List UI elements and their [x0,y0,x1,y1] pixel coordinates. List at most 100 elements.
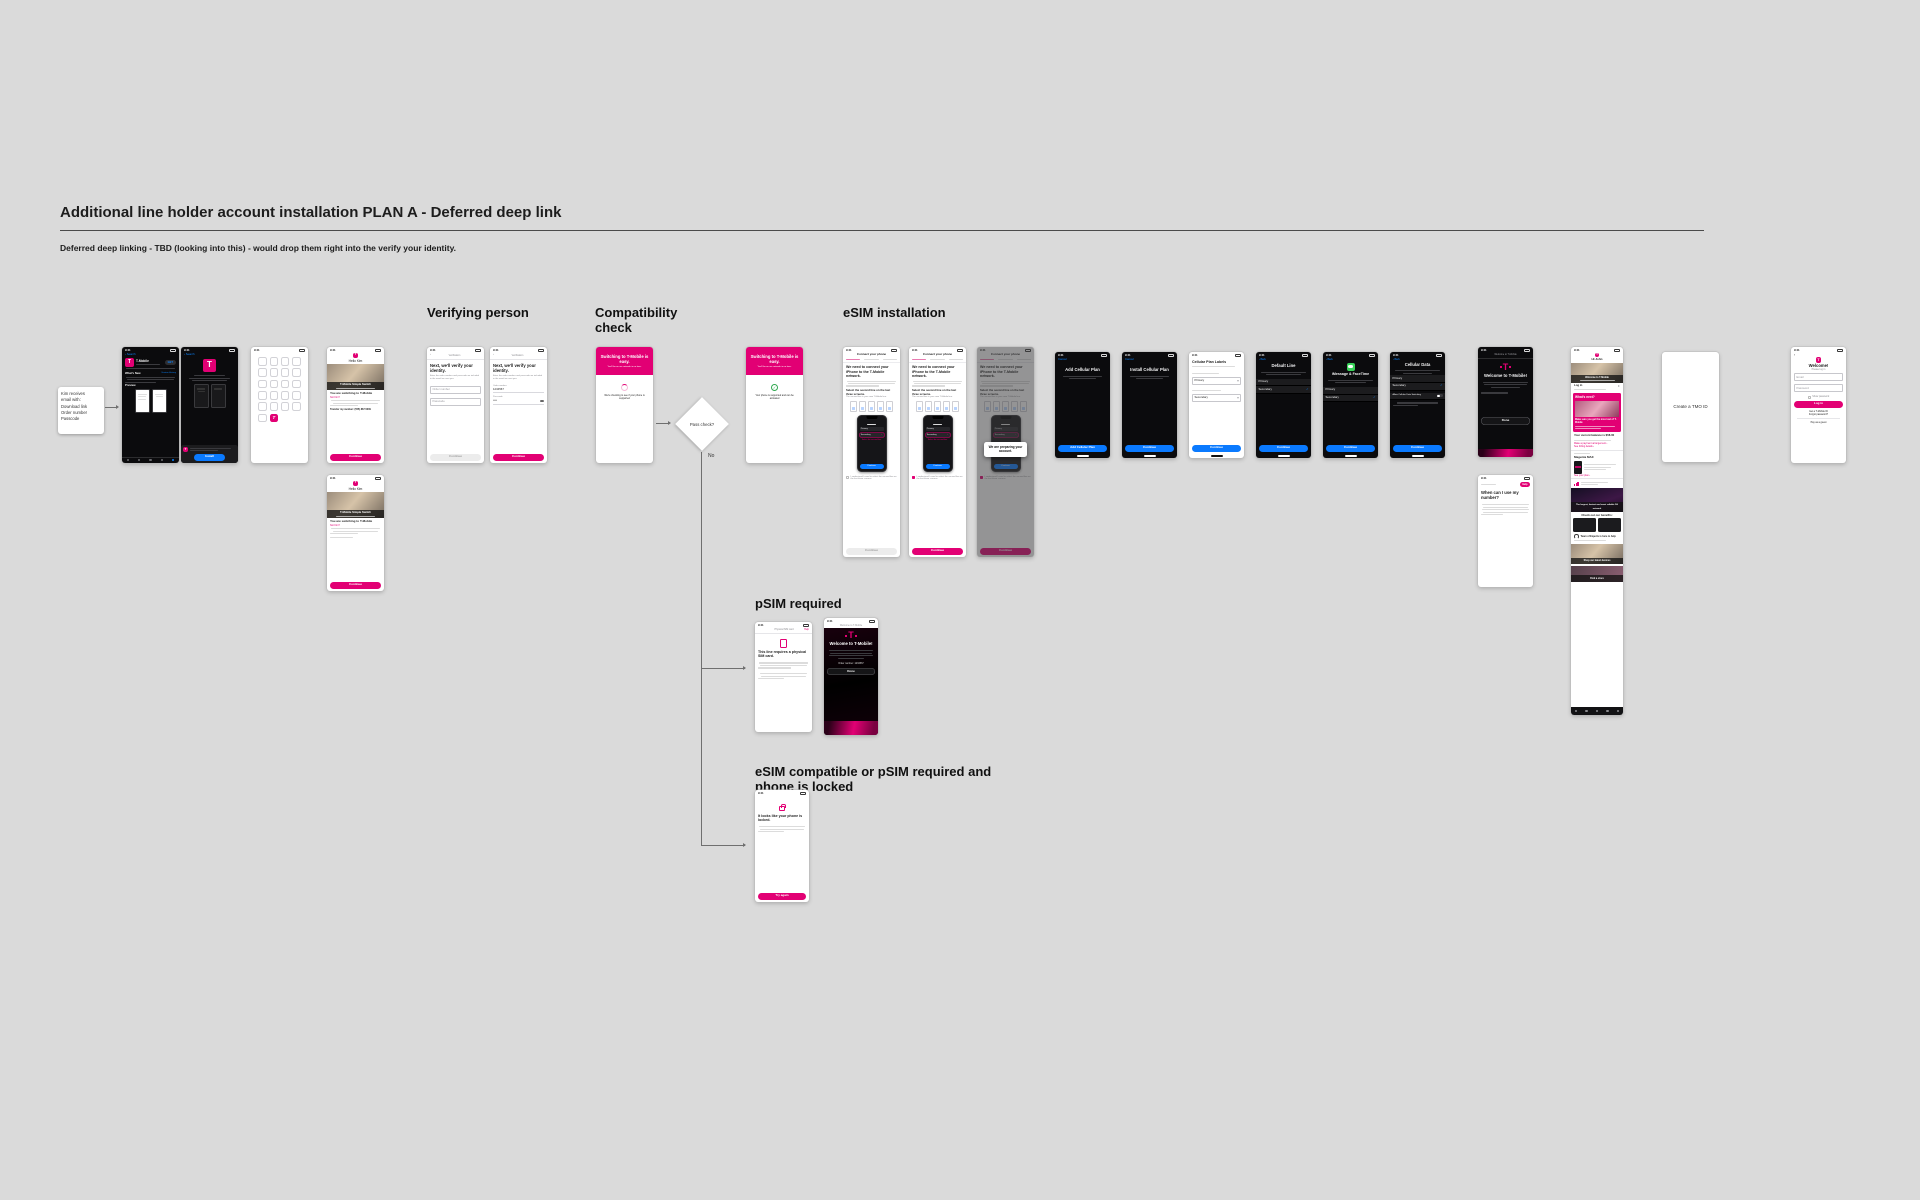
continue-button: Continue [1259,444,1308,452]
ratings-lines [122,367,179,371]
screen-psim-welcome[interactable]: 9:41 Welcome to T-Mobile T Welcome to T-… [824,618,878,735]
network-caption: The largest, fastest and most reliable 5… [1575,504,1619,511]
screen-psim-required[interactable]: 9:41 Physical SIM card Help This line req… [755,622,812,732]
screen-cellular-data[interactable]: 9:41 ‹ Back Cellular Data Primary Second… [1390,352,1445,458]
screen-verify-empty[interactable]: 9:41 ‹ Verification Next, we'll verify yo… [427,347,484,463]
home-indicator [1344,454,1357,457]
mini-continue: Continue [859,464,884,470]
screen-connect-preparing[interactable]: 9:41 Connect your phone We need to conne… [977,347,1034,557]
text-lines [1256,370,1311,376]
nav-title: Connect your phone [922,352,953,357]
screen-appstore-listing[interactable]: 9:41 ‹ Search T T-Mobile GET What's New … [122,347,179,463]
battery-icon [1235,354,1241,357]
title-divider [60,230,1704,231]
text-lines [1478,380,1533,389]
connector-to-psim [701,668,745,669]
balance-text: Your current balance is $58.00 [1574,433,1615,438]
continue-button: Continue [330,581,381,589]
text-lines [1390,401,1445,407]
screen-appstore-install[interactable]: 9:41 ‹ Search T T Install [181,347,238,463]
checkbox-checked-icon [912,475,915,479]
sticky-note[interactable]: Kim receives email with: Download link O… [58,387,104,434]
shop-photo: Shop our latest devices [1571,544,1623,565]
loading-spinner-icon [621,383,628,391]
battery-icon [475,349,481,352]
understand-checkbox-row: I understand I need to select the second… [909,476,966,482]
nav-title: Welcome to T-Mobile [839,624,863,628]
screen-connect-1[interactable]: 9:41 Connect your phone We need to conne… [843,347,900,557]
install-button: Install [193,454,226,461]
magenta-swoosh [1478,449,1533,457]
label-select-2: Secondary [1192,393,1241,402]
magenta-header: Switching to T-Mobile is easy. You'll be… [596,347,653,375]
back-icon: ‹ [493,352,494,357]
plan-phone-thumbnail [1574,460,1582,474]
battery-icon [1837,349,1843,352]
screen-hello-kim-variant[interactable]: 9:41 T Hello Kim T-Mobile Simple Switch … [327,475,384,591]
text-lines [122,375,179,384]
screen-app-home-feed[interactable]: 9:41 T Hi John Welcome to T-Mobile Log i… [1571,347,1623,715]
status-bar: 9:41 [755,622,812,628]
screen-connect-2[interactable]: 9:41 Connect your phone We need to conne… [909,347,966,557]
continue-button: Continue [430,453,481,461]
select-instruction: Select the second line on the last three… [846,387,891,396]
phone-illustration: Primary Secondary ✓ Select the second lin… [856,415,887,473]
continue-button: Continue [1192,444,1241,452]
switching-heading: You are switching to T-Mobile [330,390,373,395]
appstore-tab-bar [122,456,179,463]
arrowhead [116,404,121,409]
toggle-icon [1437,394,1443,398]
pink-link-line [1478,391,1533,395]
connector-note-to-store [105,407,117,408]
tmobile-logo: T [1595,353,1599,358]
screen-compat-passed[interactable]: Switching to T-Mobile is easy. You'll be… [746,347,803,463]
text-lines [1571,539,1623,543]
page-subtitle: Deferred deep linking - TBD (looking int… [60,243,457,253]
text-lines [136,363,160,365]
line-option-primary: Primary [1323,386,1378,395]
magenta-swoosh [824,721,878,735]
screen-imessage-facetime[interactable]: 9:41 ‹ Back iMessage & FaceTime Primary … [1323,352,1378,458]
screen-cellular-plan-labels[interactable]: 9:41 Cellular Plan Labels Primary Second… [1189,352,1244,458]
section-psim-required: pSIM required [755,596,842,611]
label-select-1: Primary [1192,377,1241,386]
nav-title: Connect your phone [856,352,887,357]
screen-verify-filled[interactable]: 9:41 ‹ Verification Next, we'll verify yo… [490,347,547,463]
home-indicator [1143,454,1156,457]
install-sheet: T Install [181,445,238,463]
add-plan-button: Add Cellular Plan [1058,444,1107,452]
text-lines [824,649,878,660]
screen-when-number[interactable]: 9:41 Help When can I use my number? [1478,475,1533,587]
status-bar: 9:41 [427,347,484,353]
home-indicator [1411,454,1424,457]
app-preview-shots [181,384,238,409]
labels-title: Cellular Plan Labels [1192,360,1227,365]
whats-next-photo [1575,400,1619,417]
cancel-link: Cancel [1058,357,1067,362]
locked-title: It looks like your phone is locked. [758,813,803,823]
frame-create-tmo-id[interactable]: Create a TMO ID [1662,352,1719,462]
decision-label: Pass check? [689,421,715,427]
screen-login[interactable]: 9:41 ‹ T Welcome! Please log in Email Pa… [1791,347,1846,463]
screen-home-grid[interactable]: 9:41 [251,347,308,463]
text-lines [327,536,384,540]
text-lines [1189,365,1244,369]
screen-install-cellular-plan[interactable]: 9:41 Cancel Install Cellular Plan Contin… [1122,352,1177,458]
screen-default-line[interactable]: 9:41 ‹ Back Default Line Primary Seconda… [1256,352,1311,458]
imessage-icon [1346,362,1355,371]
section-compatibility-check: Compatibility check [595,305,678,335]
screen-phone-locked[interactable]: 9:41 It looks like your phone is locked.… [755,790,809,902]
screen-welcome-dark[interactable]: 9:41 Welcome to T-Mobile T Welcome to T-… [1478,347,1533,457]
decision-pass-check[interactable]: Pass check? [672,394,732,454]
battery-icon [800,792,806,795]
screen-add-cellular-plan[interactable]: 9:41 Cancel Add Cellular Plan Add Cellul… [1055,352,1110,458]
status-bar: 9:41 [327,475,384,481]
tmobile-logo: T [353,480,358,486]
status-bar: 9:41 [490,347,547,353]
transfer-number: Transfer my number: (555) 867-5309 [330,407,371,411]
sheet-title: Install Cellular Plan [1130,366,1169,372]
screen-compat-checking[interactable]: Switching to T-Mobile is easy. You'll be… [596,347,653,463]
line-option-primary: Primary [1256,378,1311,387]
number-title: When can I use my number? [1481,489,1519,501]
screen-hello-kim[interactable]: 9:41 T Hello Kim T-Mobile Simple Switch … [327,347,384,463]
